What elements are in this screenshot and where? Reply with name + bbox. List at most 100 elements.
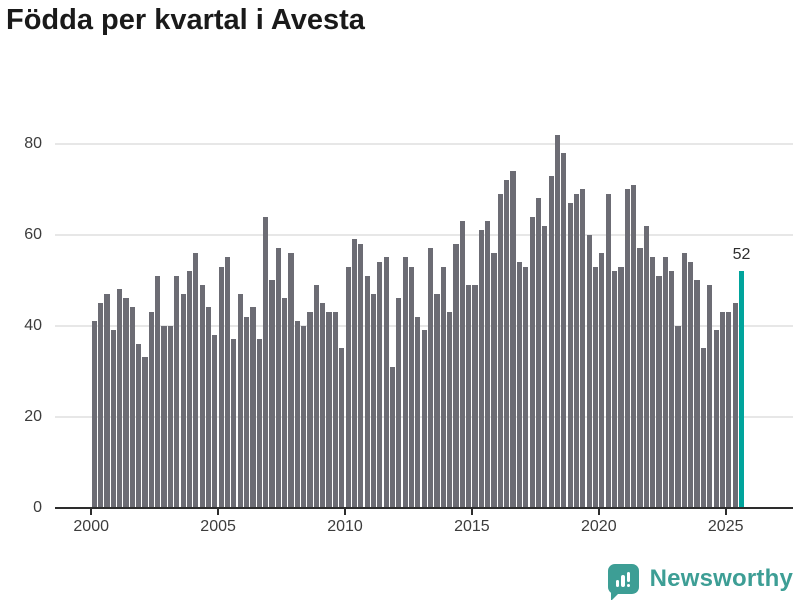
bar	[364, 275, 370, 508]
bar	[402, 257, 408, 508]
bar	[294, 321, 300, 508]
bar	[592, 266, 599, 508]
bar	[415, 316, 421, 508]
bar	[421, 330, 427, 508]
bar	[447, 312, 453, 508]
bar	[580, 189, 586, 508]
gridline	[55, 233, 793, 236]
bar	[351, 239, 358, 508]
bar	[434, 293, 440, 508]
bar	[263, 216, 269, 508]
bar	[529, 216, 535, 508]
bar	[320, 302, 326, 508]
bar	[523, 266, 529, 508]
chart-title: Födda per kvartal i Avesta	[6, 4, 365, 36]
bar	[472, 284, 478, 508]
bar	[199, 284, 205, 508]
bar	[307, 312, 313, 508]
bar	[155, 275, 161, 508]
bar	[662, 257, 668, 508]
x-axis-line	[55, 507, 793, 509]
bar	[136, 343, 142, 508]
bar	[218, 266, 224, 508]
bar	[193, 252, 199, 508]
x-axis-label: 2010	[327, 518, 363, 535]
bar	[408, 266, 415, 508]
bar	[212, 334, 218, 508]
bar	[561, 152, 567, 508]
bar	[282, 298, 288, 508]
bar	[142, 357, 148, 508]
bar	[288, 252, 294, 508]
exclamation-icon	[626, 571, 631, 587]
bar-chart-speech-bubble-icon	[607, 564, 639, 600]
bar	[224, 257, 231, 508]
mini-bar-icon	[615, 580, 620, 587]
bar	[675, 325, 681, 508]
y-axis-label: 0	[33, 498, 42, 516]
bar	[694, 280, 700, 508]
bar	[478, 230, 484, 508]
x-axis-label: 2015	[454, 518, 490, 535]
bar	[123, 298, 129, 508]
bar	[326, 312, 332, 508]
bar	[383, 257, 389, 508]
bar	[650, 257, 656, 508]
bar	[275, 248, 281, 508]
bar	[180, 293, 186, 508]
bar	[637, 248, 643, 508]
bar	[205, 307, 212, 508]
bar	[605, 193, 611, 508]
bar-highlighted	[738, 271, 745, 508]
y-axis-label: 60	[24, 225, 42, 243]
x-axis-tick	[724, 509, 727, 515]
bar	[161, 325, 167, 508]
bar	[726, 312, 732, 508]
x-axis-tick	[344, 509, 346, 515]
bar	[243, 316, 250, 508]
bar	[688, 262, 694, 508]
gridline	[55, 324, 793, 327]
y-axis-label: 20	[24, 407, 42, 425]
bar	[269, 280, 275, 508]
x-axis-tick	[217, 509, 220, 515]
bar	[91, 321, 97, 508]
bar	[313, 284, 319, 508]
bar	[618, 266, 624, 508]
bar	[389, 366, 396, 508]
bar	[110, 330, 116, 508]
bar	[332, 312, 338, 508]
latest-value-label: 52	[732, 246, 751, 264]
mini-bar-icon	[621, 575, 625, 587]
bar	[510, 171, 516, 508]
logo-text: Newsworthy	[649, 565, 793, 592]
bar	[516, 262, 522, 508]
bar	[104, 293, 110, 508]
bar	[504, 180, 510, 508]
newsworthy-logo: Newsworthy	[607, 564, 793, 600]
bar	[98, 302, 104, 508]
bar	[554, 134, 561, 508]
x-axis-tick	[470, 509, 473, 515]
x-axis-tick	[597, 509, 600, 515]
x-axis-tick	[90, 509, 93, 515]
bar	[485, 221, 491, 508]
bar	[719, 312, 726, 508]
bar	[459, 221, 465, 508]
bar	[567, 202, 573, 508]
bar	[301, 325, 307, 508]
bar	[396, 298, 402, 508]
bar	[186, 271, 193, 508]
bar	[631, 184, 637, 508]
bar	[377, 262, 383, 508]
bar	[497, 193, 503, 508]
bar	[669, 271, 675, 508]
bar	[358, 243, 364, 508]
bar	[732, 302, 738, 508]
bar	[345, 266, 351, 508]
bar	[148, 312, 154, 508]
bar	[611, 271, 618, 508]
bar	[542, 225, 548, 508]
bar	[237, 293, 243, 508]
